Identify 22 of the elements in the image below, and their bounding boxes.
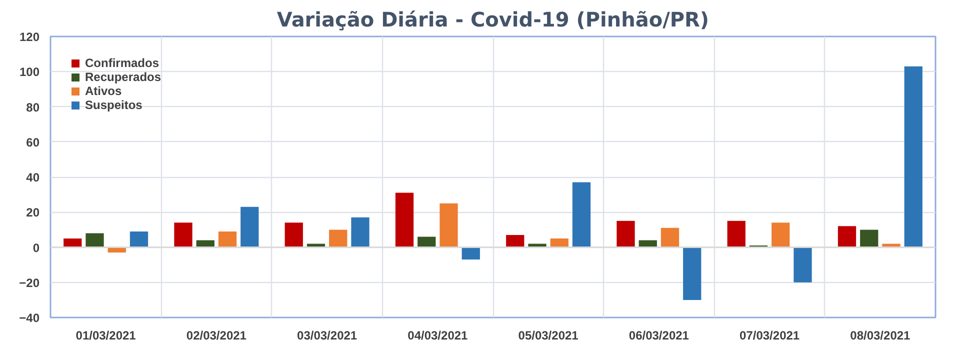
x-tick-label: 02/03/2021 — [186, 328, 247, 342]
chart-title: Variação Diária - Covid-19 (Pinhão/PR) — [276, 8, 710, 32]
y-tick-label: 60 — [26, 135, 40, 150]
y-tick-label: 100 — [19, 65, 40, 80]
y-tick-label: 120 — [19, 30, 40, 44]
x-tick-label: 06/03/2021 — [628, 328, 690, 342]
x-tick-label: 08/03/2021 — [850, 328, 911, 342]
y-tick-label: 80 — [26, 100, 40, 114]
y-tick-label: 20 — [26, 206, 40, 220]
legend-label: Recuperados — [85, 70, 162, 84]
legend-label: Confirmados — [85, 56, 160, 70]
x-tick-label: 01/03/2021 — [76, 328, 136, 342]
legend-label: Ativos — [85, 84, 122, 98]
x-tick-label: 04/03/2021 — [408, 328, 468, 342]
y-tick-label: −20 — [19, 276, 40, 290]
x-tick-label: 05/03/2021 — [518, 328, 579, 342]
y-tick-label: −40 — [19, 311, 40, 325]
y-tick-label: 0 — [32, 240, 40, 255]
y-tick-label: 40 — [26, 170, 40, 184]
legend-label: Suspeitos — [85, 98, 142, 112]
x-tick-label: 03/03/2021 — [297, 328, 358, 342]
x-tick-label: 07/03/2021 — [740, 328, 800, 342]
